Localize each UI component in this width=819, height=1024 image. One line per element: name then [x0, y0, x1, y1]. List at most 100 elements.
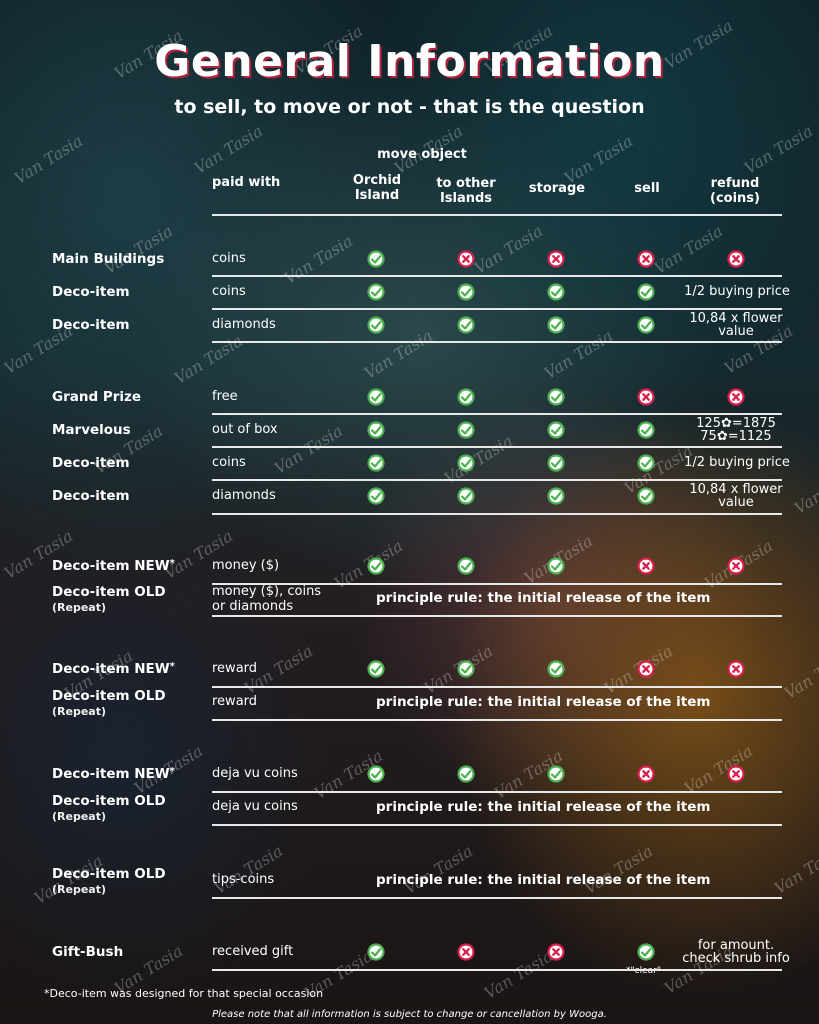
check-icon — [367, 557, 385, 575]
row-label-text: Deco-item NEW — [52, 766, 170, 782]
paid-with-value: deja vu coins — [212, 799, 298, 814]
watermark-text: Van Tasia — [790, 461, 819, 518]
cross-icon — [727, 388, 745, 406]
watermark-text: Van Tasia — [560, 131, 637, 188]
check-icon — [457, 388, 475, 406]
check-icon — [547, 388, 565, 406]
watermark-text: Van Tasia — [480, 946, 557, 1003]
paid-with-value: money ($) — [212, 558, 280, 573]
check-icon — [547, 283, 565, 301]
check-icon — [637, 487, 655, 505]
cross-icon — [637, 765, 655, 783]
row-label-text: Gift-Bush — [52, 944, 124, 960]
cross-icon — [547, 250, 565, 268]
header-paid-with: paid with — [212, 175, 281, 190]
repeat-note: (Repeat) — [52, 705, 107, 718]
check-icon — [367, 943, 385, 961]
row-label-text: Deco-item OLD — [52, 793, 166, 809]
paid-with-value: diamonds — [212, 317, 276, 332]
row-label: Marvelous — [52, 422, 131, 438]
header-move-object: move object — [377, 147, 467, 162]
row-label-text: Deco-item NEW — [52, 661, 170, 677]
page-subtitle: to sell, to move or not - that is the qu… — [174, 96, 645, 118]
watermark-text: Van Tasia — [650, 221, 727, 278]
row-divider — [212, 615, 782, 617]
refund-value: 10,84 x flower value — [689, 311, 783, 339]
header-storage: storage — [528, 181, 586, 196]
paid-with-value: coins — [212, 455, 246, 470]
cross-icon — [637, 388, 655, 406]
header-divider — [212, 214, 782, 216]
row-divider — [212, 341, 782, 343]
row-label-text: Deco-item — [52, 455, 130, 471]
cross-icon — [727, 557, 745, 575]
check-icon — [457, 454, 475, 472]
watermark-text: Van Tasia — [0, 526, 77, 583]
cross-icon — [637, 557, 655, 575]
check-icon — [547, 454, 565, 472]
row-divider — [212, 719, 782, 721]
row-label: Deco-item — [52, 284, 130, 300]
sell-note: *"clear" — [626, 966, 661, 976]
check-icon — [457, 421, 475, 439]
watermark-text: Van Tasia — [540, 326, 617, 383]
principle-rule: principle rule: the initial release of t… — [376, 590, 711, 606]
watermark-text: Van Tasia — [740, 121, 817, 178]
watermark-text: Van Tasia — [770, 841, 819, 898]
page-title: General Information — [154, 36, 665, 87]
check-icon — [367, 316, 385, 334]
paid-with-value: money ($), coins or diamonds — [212, 584, 322, 614]
check-icon — [457, 765, 475, 783]
watermark-text: Van Tasia — [470, 221, 547, 278]
paid-with-value: reward — [212, 694, 258, 709]
footnote: *Deco-item was designed for that special… — [44, 987, 324, 1000]
principle-rule: principle rule: the initial release of t… — [376, 799, 711, 815]
refund-value: 1/2 buying price — [684, 284, 790, 299]
paid-with-value: free — [212, 389, 238, 404]
watermark-text: Van Tasia — [210, 841, 287, 898]
watermark-text: Van Tasia — [100, 221, 177, 278]
refund-value: 125✿=1875 75✿=1125 — [696, 416, 776, 444]
refund-value: 10,84 x flower value — [689, 482, 783, 510]
paid-with-value: received gift — [212, 944, 294, 959]
row-label-text: Deco-item OLD — [52, 866, 166, 882]
row-label: Deco-item NEW* — [52, 661, 175, 677]
row-label-text: Marvelous — [52, 422, 131, 438]
row-label: Deco-item OLD — [52, 688, 166, 704]
repeat-note: (Repeat) — [52, 810, 107, 823]
check-icon — [547, 765, 565, 783]
check-icon — [547, 660, 565, 678]
cross-icon — [727, 765, 745, 783]
watermark-text: Van Tasia — [170, 331, 247, 388]
check-icon — [637, 454, 655, 472]
check-icon — [547, 421, 565, 439]
row-label-text: Deco-item NEW — [52, 558, 170, 574]
row-label: Grand Prize — [52, 389, 141, 405]
check-icon — [367, 250, 385, 268]
check-icon — [457, 487, 475, 505]
principle-rule: principle rule: the initial release of t… — [376, 694, 711, 710]
row-divider — [212, 479, 782, 481]
header-refund: refund (coins) — [710, 176, 760, 206]
check-icon — [547, 487, 565, 505]
paid-with-value: out of box — [212, 422, 278, 437]
row-label: Deco-item NEW* — [52, 558, 175, 574]
row-label: Deco-item — [52, 455, 130, 471]
row-divider — [212, 686, 782, 688]
check-icon — [637, 943, 655, 961]
principle-rule: principle rule: the initial release of t… — [376, 872, 711, 888]
check-icon — [547, 557, 565, 575]
cross-icon — [457, 250, 475, 268]
footnote-star: * — [169, 661, 175, 672]
check-icon — [547, 316, 565, 334]
row-label: Gift-Bush — [52, 944, 123, 960]
repeat-note: (Repeat) — [52, 883, 107, 896]
paid-with-value: reward — [212, 661, 258, 676]
row-label: Deco-item OLD — [52, 793, 166, 809]
row-divider — [212, 413, 782, 415]
footnote-star: * — [169, 558, 175, 569]
paid-with-value: coins — [212, 284, 246, 299]
row-label: Main Buildings — [52, 251, 164, 267]
row-label-text: Deco-item — [52, 488, 130, 504]
paid-with-value: deja vu coins — [212, 766, 298, 781]
